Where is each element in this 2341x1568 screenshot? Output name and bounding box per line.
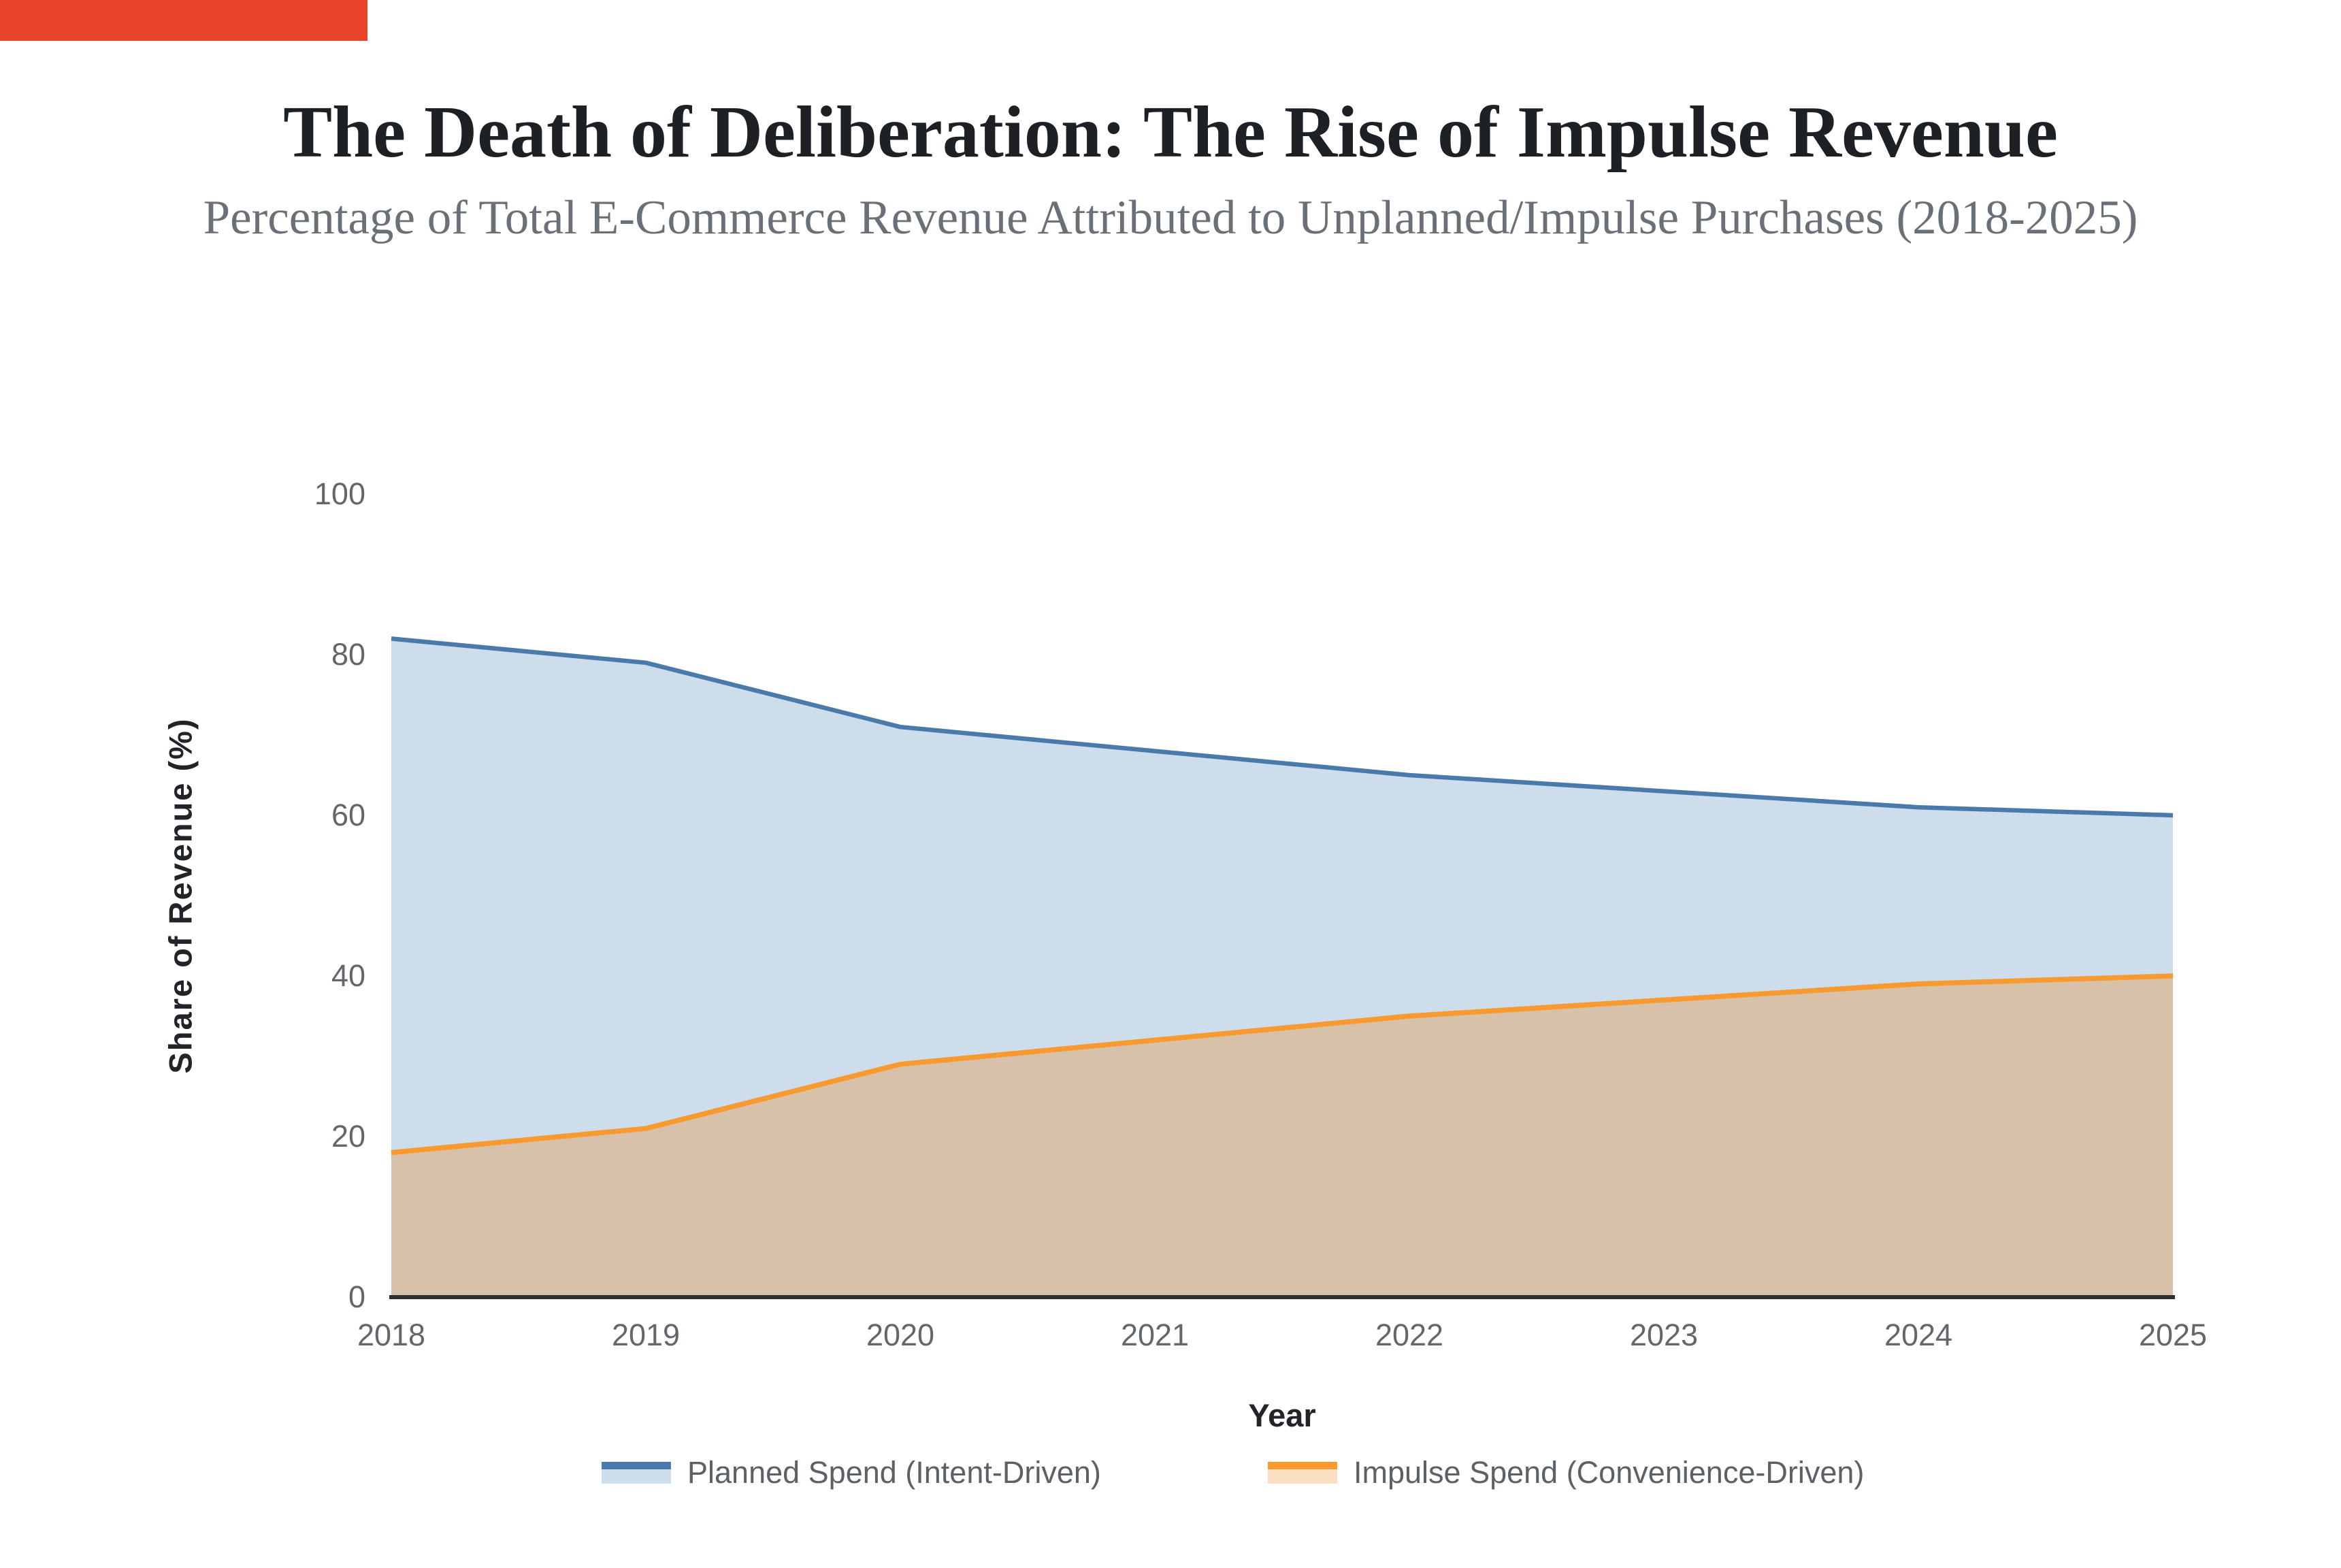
y-tick-label: 100	[314, 476, 365, 511]
y-tick-label: 80	[331, 637, 365, 672]
red-marker-bar	[0, 0, 367, 41]
impulse-line	[391, 973, 2174, 1156]
y-tick-label: 60	[331, 798, 365, 832]
x-axis-title: Year	[1248, 1397, 1316, 1433]
impulse-legend-swatch	[1268, 1462, 1337, 1484]
planned-line	[391, 636, 2174, 818]
x-tick-label: 2023	[1630, 1318, 1698, 1352]
impulse-legend-label: Impulse Spend (Convenience-Driven)	[1354, 1455, 1865, 1490]
x-tick-label: 2024	[1884, 1318, 1952, 1352]
legend-item-planned: Planned Spend (Intent-Driven)	[602, 1455, 1101, 1490]
x-tick-label: 2018	[357, 1318, 425, 1352]
y-axis-title: Share of Revenue (%)	[162, 717, 199, 1074]
planned-legend-swatch	[602, 1462, 671, 1484]
y-tick-label: 0	[348, 1279, 365, 1314]
impulse-area	[391, 976, 2173, 1297]
y-tick-label: 20	[331, 1119, 365, 1154]
x-tick-label: 2020	[866, 1318, 934, 1352]
chart-subtitle: Percentage of Total E-Commerce Revenue A…	[203, 191, 2138, 244]
planned-legend-label: Planned Spend (Intent-Driven)	[687, 1455, 1101, 1490]
x-tick-label: 2021	[1121, 1318, 1189, 1352]
y-tick-label: 40	[331, 958, 365, 993]
x-tick-label: 2022	[1375, 1318, 1443, 1352]
x-tick-label: 2019	[612, 1318, 680, 1352]
x-tick-label: 2025	[2139, 1318, 2207, 1352]
legend-item-impulse: Impulse Spend (Convenience-Driven)	[1268, 1455, 1864, 1490]
chart-title: The Death of Deliberation: The Rise of I…	[283, 92, 2058, 173]
